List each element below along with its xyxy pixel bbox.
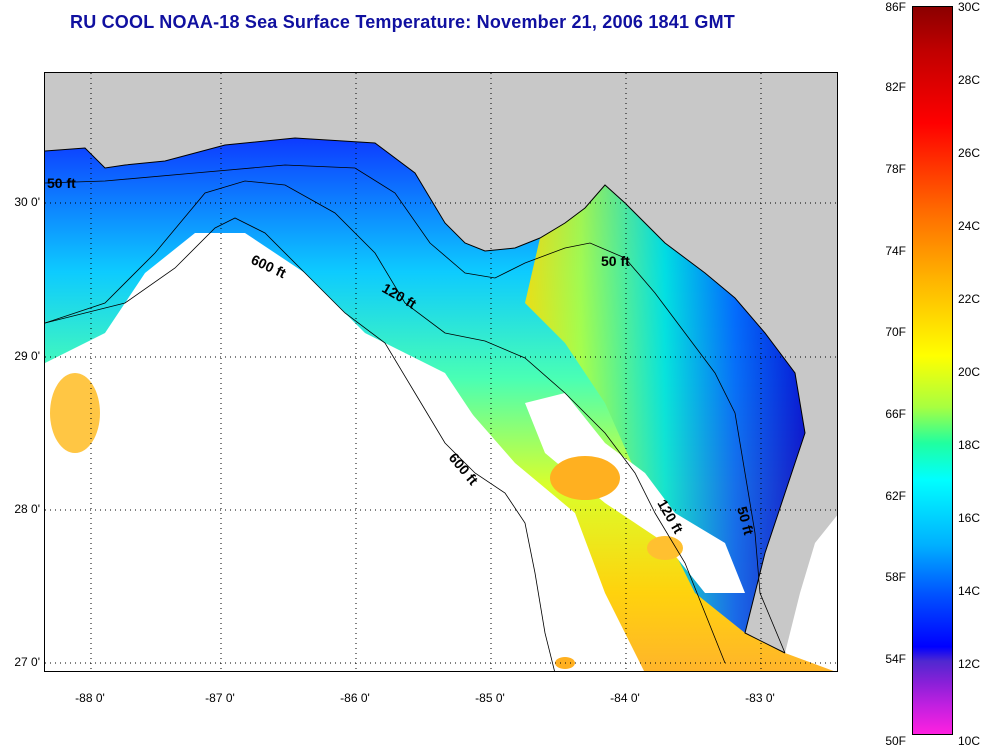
cloud-area (45, 243, 644, 671)
sst-east-field (525, 185, 805, 633)
celsius-label: 26C (958, 146, 981, 160)
page-title: RU COOL NOAA-18 Sea Surface Temperature:… (70, 12, 735, 32)
celsius-label: 14C (958, 584, 981, 598)
celsius-label: 24C (958, 219, 981, 233)
celsius-label: 30C (958, 0, 981, 14)
latitude-label: 27 0' (14, 655, 40, 669)
latitude-label: 30 0' (14, 195, 40, 209)
fahrenheit-label: 66F (885, 407, 906, 421)
sst-map: 50 ft 600 ft 120 ft 50 ft 600 ft 120 ft … (44, 72, 838, 672)
latitude-label: 29 0' (14, 349, 40, 363)
longitude-label: -84 0' (610, 691, 640, 705)
celsius-label: 22C (958, 292, 981, 306)
warm-patch (50, 373, 100, 453)
celsius-label: 10C (958, 734, 981, 748)
fahrenheit-label: 78F (885, 162, 906, 176)
longitude-label: -88 0' (75, 691, 105, 705)
land-area (45, 73, 837, 653)
fahrenheit-label: 86F (885, 0, 906, 14)
fahrenheit-label: 58F (885, 570, 906, 584)
longitude-label: -87 0' (205, 691, 235, 705)
warm-patch (647, 536, 683, 560)
celsius-label: 20C (958, 365, 981, 379)
fahrenheit-label: 54F (885, 652, 906, 666)
graticule (45, 73, 837, 671)
contour-label: 50 ft (734, 505, 757, 537)
longitude-label: -85 0' (475, 691, 505, 705)
celsius-label: 16C (958, 511, 981, 525)
fahrenheit-label: 50F (885, 734, 906, 748)
warm-patch (550, 456, 620, 500)
fahrenheit-label: 74F (885, 244, 906, 258)
contour-50ft (45, 164, 786, 654)
coastline (45, 137, 806, 654)
latitude-label: 28 0' (14, 502, 40, 516)
fahrenheit-label: 62F (885, 489, 906, 503)
contour-600ft (45, 217, 555, 671)
longitude-label: -83 0' (745, 691, 775, 705)
fahrenheit-label: 70F (885, 325, 906, 339)
cloud-area (525, 393, 745, 593)
contour-120ft (45, 180, 726, 664)
longitude-label: -86 0' (340, 691, 370, 705)
fahrenheit-label: 82F (885, 80, 906, 94)
celsius-label: 28C (958, 73, 981, 87)
map-canvas: 50 ft 600 ft 120 ft 50 ft 600 ft 120 ft … (45, 73, 837, 671)
color-scale-bar (912, 6, 953, 735)
contour-label: 50 ft (601, 253, 630, 269)
celsius-label: 18C (958, 438, 981, 452)
contour-label: 50 ft (47, 175, 76, 191)
celsius-label: 12C (958, 657, 981, 671)
